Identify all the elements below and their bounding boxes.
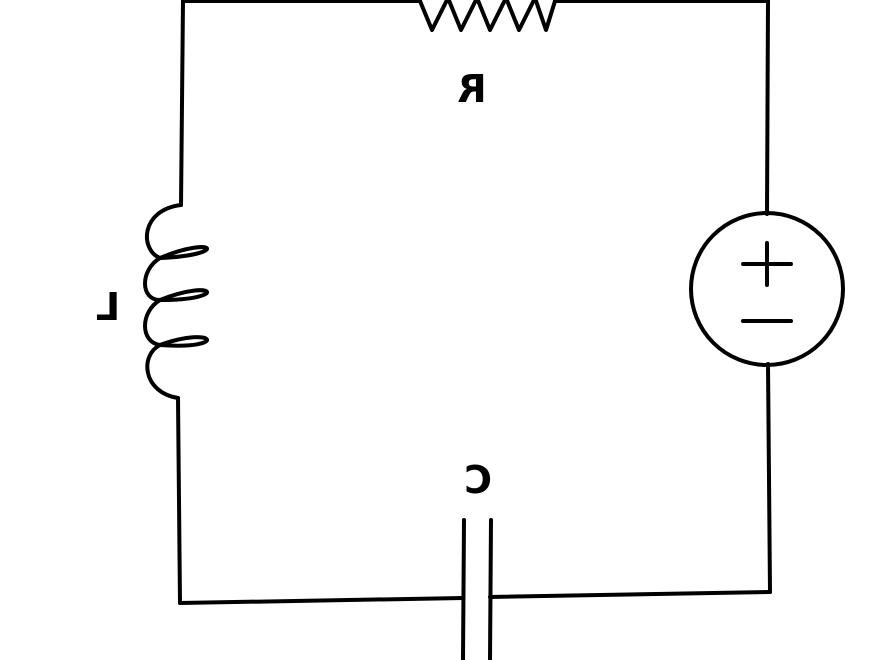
right-wire-top <box>765 0 770 216</box>
plus-icon <box>741 241 793 287</box>
left-wire-top <box>179 0 185 207</box>
top-wire-right <box>553 0 770 3</box>
voltage-source-circle <box>689 211 845 367</box>
left-wire-bottom <box>176 396 182 605</box>
capacitor-label: C <box>464 458 492 502</box>
right-wire-bottom <box>766 362 772 594</box>
capacitor-plate-right <box>488 518 493 660</box>
inductor-symbol <box>143 203 210 400</box>
bottom-wire-left <box>178 596 465 605</box>
bottom-wire-right <box>488 590 772 599</box>
capacitor-plate-left <box>461 518 466 660</box>
inductor-label: L <box>96 285 120 329</box>
resistor-label: R <box>457 67 486 111</box>
top-wire-left <box>181 0 422 3</box>
resistor-symbol <box>418 0 557 32</box>
